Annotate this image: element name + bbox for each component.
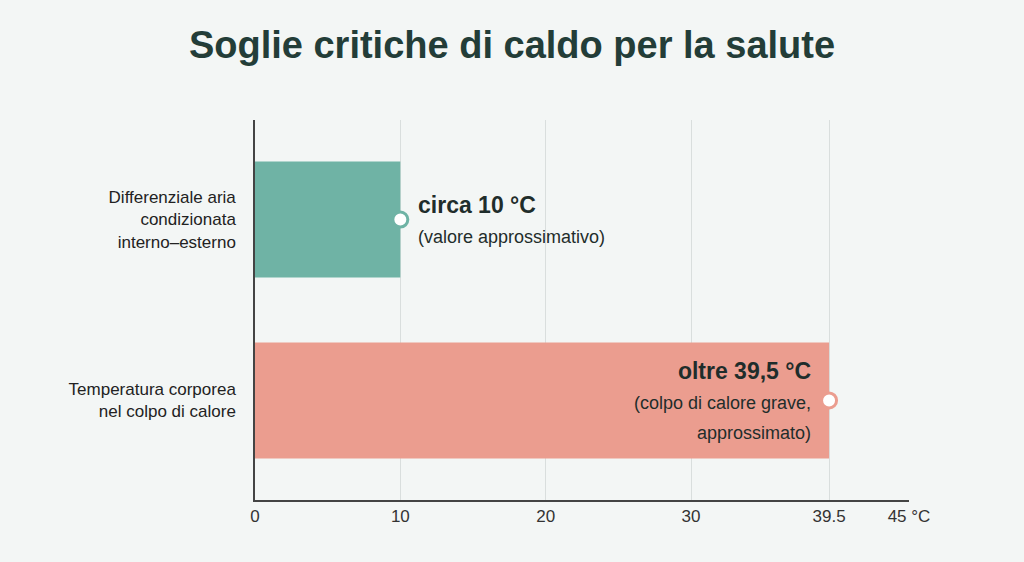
svg-text:20: 20 bbox=[536, 507, 555, 526]
svg-text:Differenziale ariacondizionata: Differenziale ariacondizionatainterno–es… bbox=[109, 188, 237, 251]
svg-text:oltre 39,5 °C(colpo di calore: oltre 39,5 °C(colpo di calore grave,appr… bbox=[634, 358, 811, 443]
svg-text:0: 0 bbox=[250, 507, 259, 526]
svg-text:circa 10 °C(valore approssimat: circa 10 °C(valore approssimativo) bbox=[418, 192, 605, 247]
svg-text:Temperatura corporeanel colpo: Temperatura corporeanel colpo di calore bbox=[69, 380, 237, 421]
svg-text:45 °C: 45 °C bbox=[888, 507, 931, 526]
svg-text:10: 10 bbox=[391, 507, 410, 526]
svg-text:39.5: 39.5 bbox=[813, 507, 846, 526]
svg-text:Soglie critiche di caldo per l: Soglie critiche di caldo per la salute bbox=[189, 24, 835, 66]
svg-text:30: 30 bbox=[682, 507, 701, 526]
